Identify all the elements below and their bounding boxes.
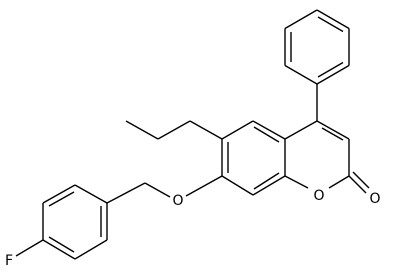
bonds: [15, 9, 370, 260]
atom-label: O: [369, 191, 380, 207]
atom-label: F: [5, 253, 13, 269]
atom-label: O: [313, 188, 324, 204]
atom-label: O: [172, 193, 183, 209]
